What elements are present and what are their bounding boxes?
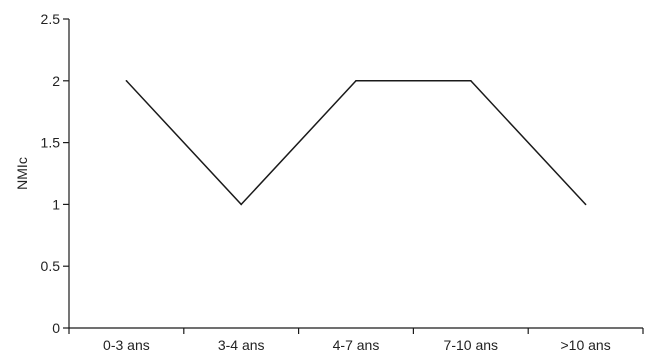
x-tick-label: >10 ans [560,337,610,353]
y-tick-label: 0 [52,320,60,336]
y-tick-label: 0.5 [41,258,61,274]
y-axis-title: NMIc [14,157,30,190]
y-axis-ticks: 0 0.5 1 1.5 2 2.5 [41,11,69,336]
data-point [240,203,242,206]
x-tick-label: 7-10 ans [444,337,498,353]
data-point [470,80,472,82]
x-tick-label: 4-7 ans [333,337,380,353]
data-point [584,203,587,206]
data-point [355,80,357,82]
y-tick-label: 2.5 [41,11,61,27]
x-tick-label: 3-4 ans [218,337,265,353]
series-line [125,80,587,206]
y-tick-label: 1.5 [41,135,61,151]
data-point [125,80,128,82]
y-tick-label: 1 [52,196,60,212]
y-tick-label: 2 [52,73,60,89]
x-axis-ticks: 0-3 ans 3-4 ans 4-7 ans 7-10 ans >10 ans [68,328,644,353]
x-tick-label: 0-3 ans [103,337,150,353]
